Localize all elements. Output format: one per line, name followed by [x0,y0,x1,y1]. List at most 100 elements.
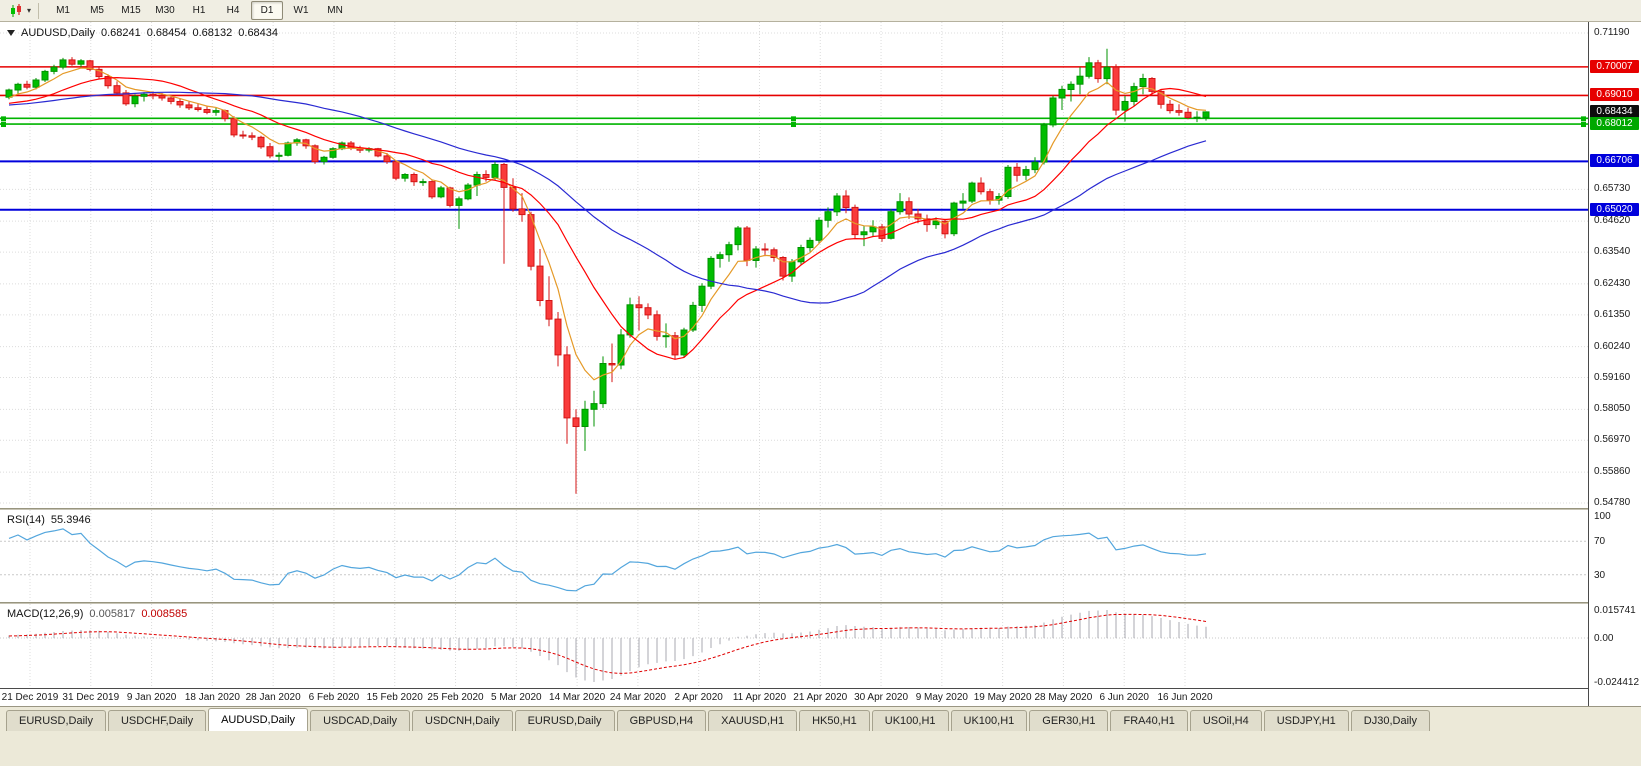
chart-tab-dj30-daily-15[interactable]: DJ30,Daily [1350,710,1430,731]
timeframe-toolbar: ▾ M1 M5 M15 M30 H1 H4 D1 W1 MN [0,0,1641,22]
toolbar-separator [38,2,40,19]
chart-tab-audusd-daily-2[interactable]: AUDUSD,Daily [208,708,309,731]
rsi-indicator-label: RSI(14) 55.3946 [7,514,91,526]
time-axis-label: 19 May 2020 [973,692,1032,703]
axis-scale-label: 0.58050 [1594,403,1631,415]
time-axis-label: 14 Mar 2020 [549,692,606,703]
time-axis-label: 28 May 2020 [1034,692,1093,703]
chart-tab-xauusd-h1-7[interactable]: XAUUSD,H1 [708,710,798,731]
macd-panel-canvas[interactable] [0,604,1588,688]
timeframe-button-w1[interactable]: W1 [293,5,309,16]
time-axis-label: 9 May 2020 [915,692,968,703]
time-axis-label: 6 Jun 2020 [1099,692,1149,703]
macd-signal-value: 0.008585 [141,608,188,620]
chart-tab-ger30-h1-11[interactable]: GER30,H1 [1029,710,1109,731]
timeframe-button-mn[interactable]: MN [327,5,343,16]
price-level-badge: 0.65020 [1590,202,1639,216]
chart-tab-uk100-h1-9[interactable]: UK100,H1 [871,710,949,731]
chart-tab-bar: EURUSD,Daily USDCHF,Daily AUDUSD,Daily USDC… [0,706,1641,731]
chart-type-dropdown-caret-icon[interactable]: ▾ [27,6,32,15]
axis-scale-label: 0.65730 [1594,183,1631,195]
time-axis-label: 2 Apr 2020 [674,692,723,703]
axis-scale-label: 0.64620 [1594,215,1631,227]
axis-scale-label: 0.54780 [1594,497,1631,508]
price-axis[interactable]: 0.71190 0.65730 0.64620 0.63540 0.62430 0.613… [1588,22,1641,706]
status-strip [0,731,1641,766]
time-axis-label: 16 Jun 2020 [1157,692,1213,703]
macd-main-value: 0.005817 [89,608,136,620]
panel-splitter-rsi[interactable] [0,508,1641,510]
chart-tab-eurusd-daily-0[interactable]: EURUSD,Daily [6,710,106,731]
axis-scale-label: 0.015741 [1594,605,1636,616]
axis-scale-label: 0.56970 [1594,434,1631,446]
chart-tab-gbpusd-h4-6[interactable]: GBPUSD,H4 [616,710,707,731]
time-axis-label: 5 Mar 2020 [491,692,542,703]
rsi-name: RSI(14) [7,514,45,526]
time-axis-label: 25 Feb 2020 [427,692,484,703]
chart-tab-uk100-h1-10[interactable]: UK100,H1 [950,710,1028,731]
chart-tab-usdcnh-daily-4[interactable]: USDCNH,Daily [412,710,513,731]
price-level-badge: 0.68434 [1590,104,1639,118]
axis-scale-label: 0.00 [1594,633,1614,645]
macd-indicator-label: MACD(12,26,9) 0.005817 0.008585 [7,608,187,620]
chart-tab-hk50-h1-8[interactable]: HK50,H1 [799,710,870,731]
chart-tab-eurusd-daily-5[interactable]: EURUSD,Daily [514,710,615,731]
candlestick-icon [11,3,21,17]
axis-scale-label: 0.62430 [1594,277,1631,289]
time-axis-label: 18 Jan 2020 [184,692,240,703]
chart-type-icon[interactable] [6,3,26,19]
timeframe-button-m1[interactable]: M1 [56,5,70,16]
price-level-badge: 0.68012 [1590,117,1639,131]
axis-scale-label: 0.61350 [1594,308,1631,320]
time-axis-label: 31 Dec 2019 [62,692,120,703]
time-axis-label: 30 Apr 2020 [854,692,909,703]
time-axis-label: 15 Feb 2020 [366,692,423,703]
chart-window[interactable]: 21 Dec 2019 31 Dec 2019 9 Jan 2020 18 Jan 2… [0,22,1641,706]
timeframe-button-d1[interactable]: D1 [251,1,284,20]
ohlc-close: 0.68434 [238,27,279,39]
axis-scale-label: 100 [1594,511,1611,522]
panel-splitter-macd[interactable] [0,602,1641,604]
chart-tab-usoil-h4-13[interactable]: USOil,H4 [1189,710,1262,731]
time-axis[interactable]: 21 Dec 2019 31 Dec 2019 9 Jan 2020 18 Jan 2… [0,688,1588,706]
axis-scale-label: 70 [1594,536,1606,548]
time-axis-label: 9 Jan 2020 [126,692,177,703]
price-level-badge: 0.69010 [1590,88,1639,102]
chart-tab-fra40-h1-12[interactable]: FRA40,H1 [1110,710,1188,731]
chart-symbol-label: AUDUSD,Daily [21,27,95,39]
timeframe-button-h1[interactable]: H1 [192,5,206,16]
timeframe-button-m5[interactable]: M5 [90,5,104,16]
timeframe-button-group: M1 M5 M15 M30 H1 H4 D1 W1 MN [46,1,352,20]
time-axis-label: 24 Mar 2020 [609,692,666,703]
axis-scale-label: 0.59160 [1594,371,1631,383]
rsi-value: 55.3946 [50,514,91,526]
axis-scale-label: 30 [1594,569,1606,581]
ohlc-high: 0.68454 [146,27,187,39]
timeframe-button-m30[interactable]: M30 [155,5,175,16]
rsi-panel-canvas[interactable] [0,510,1588,602]
one-click-trading-toggle-icon[interactable] [7,30,15,36]
time-axis-label: 28 Jan 2020 [245,692,301,703]
chart-tab-usdcad-daily-3[interactable]: USDCAD,Daily [310,710,411,731]
axis-scale-label: 0.60240 [1594,340,1631,352]
chart-ohlc-info: AUDUSD,Daily 0.68241 0.68454 0.68132 0.6… [7,27,278,39]
timeframe-button-h4[interactable]: H4 [226,5,240,16]
time-axis-label: 21 Apr 2020 [793,692,848,703]
price-chart-canvas[interactable] [0,22,1588,508]
chart-tab-usdjpy-h1-14[interactable]: USDJPY,H1 [1263,710,1349,731]
ohlc-open: 0.68241 [100,27,141,39]
ohlc-low: 0.68132 [192,27,233,39]
axis-scale-label: -0.024412 [1594,677,1640,688]
timeframe-button-m15[interactable]: M15 [121,5,141,16]
axis-scale-label: 0.71190 [1594,27,1630,38]
price-level-badge: 0.70007 [1590,59,1639,73]
price-level-badge: 0.66706 [1590,154,1639,168]
chart-tab-usdchf-daily-1[interactable]: USDCHF,Daily [107,710,207,731]
time-axis-label: 11 Apr 2020 [732,692,787,703]
axis-scale-label: 0.55860 [1594,466,1631,478]
axis-scale-label: 0.63540 [1594,246,1631,258]
time-axis-label: 21 Dec 2019 [1,692,59,703]
time-axis-label: 6 Feb 2020 [308,692,360,703]
macd-name: MACD(12,26,9) [7,608,84,620]
